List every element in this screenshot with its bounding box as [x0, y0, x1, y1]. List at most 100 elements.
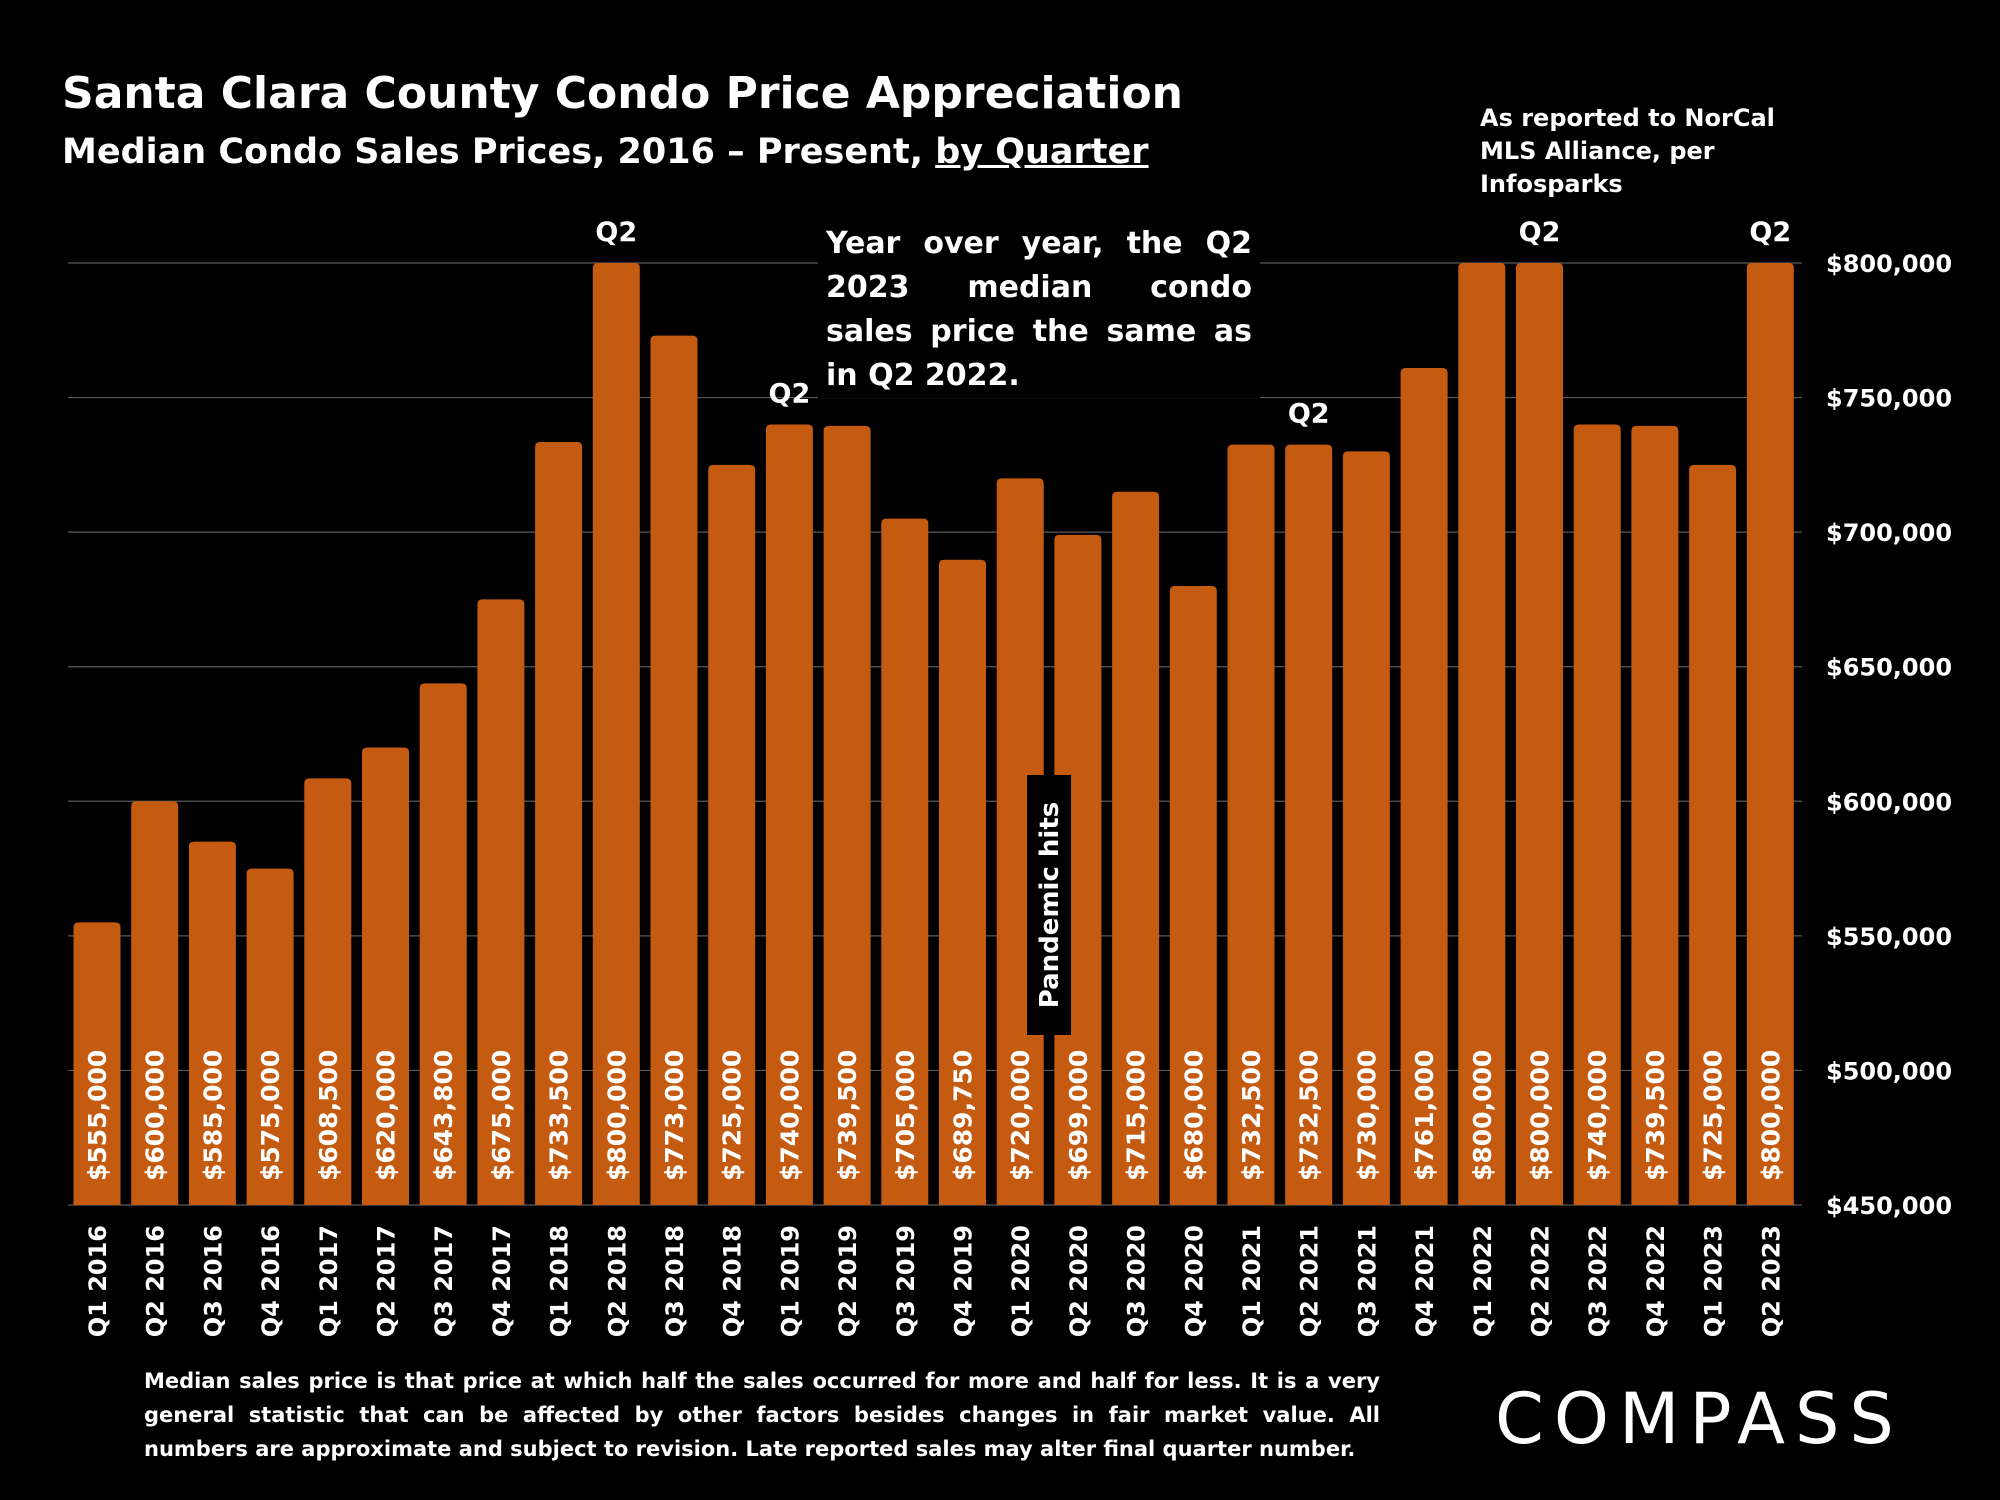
bar [1631, 425, 1679, 1205]
x-tick-label: Q1 2016 [84, 1225, 112, 1337]
bar-value-label: $715,000 [1122, 1050, 1151, 1181]
x-tick-label: Q3 2019 [892, 1225, 920, 1337]
bar [1689, 464, 1737, 1205]
bar [477, 599, 525, 1205]
x-tick-label: Q1 2020 [1007, 1225, 1035, 1337]
y-tick-label: $450,000 [1826, 1192, 1952, 1220]
y-tick-label: $550,000 [1826, 923, 1952, 951]
q2-marker: Q2 [1288, 399, 1330, 430]
bar-value-label: $733,500 [545, 1050, 574, 1181]
bar-value-label: $720,000 [1006, 1050, 1035, 1181]
bar-value-label: $725,000 [718, 1050, 747, 1181]
x-tick-label: Q2 2020 [1065, 1225, 1093, 1337]
subtitle-text: Median Condo Sales Prices, 2016 – Presen… [62, 132, 936, 172]
bar-value-label: $800,000 [602, 1050, 631, 1181]
bar-value-label: $773,000 [660, 1050, 689, 1181]
x-tick-label: Q2 2018 [603, 1225, 631, 1337]
bar [1458, 263, 1506, 1205]
y-tick-label: $700,000 [1826, 519, 1952, 547]
x-tick-label: Q4 2020 [1180, 1225, 1208, 1337]
bar-value-label: $600,000 [141, 1050, 170, 1181]
x-tick-label: Q3 2017 [430, 1225, 458, 1337]
bar [1285, 444, 1333, 1206]
bar-value-label: $675,000 [487, 1050, 516, 1181]
x-tick-label: Q1 2017 [315, 1225, 343, 1337]
y-tick-label: $650,000 [1826, 654, 1952, 682]
x-tick-label: Q3 2016 [199, 1225, 227, 1337]
bar-value-label: $699,000 [1064, 1050, 1093, 1181]
y-tick-label: $500,000 [1826, 1057, 1952, 1085]
footnote: Median sales price is that price at whic… [144, 1369, 1380, 1461]
q2-marker: Q2 [1519, 217, 1561, 248]
bar-value-label: $761,000 [1410, 1050, 1439, 1181]
bar [1342, 451, 1390, 1205]
x-tick-label: Q1 2022 [1469, 1225, 1497, 1337]
bar-value-label: $689,750 [949, 1050, 978, 1181]
bar-value-label: $800,000 [1526, 1050, 1555, 1181]
x-tick-label: Q2 2017 [373, 1225, 401, 1337]
bar [1112, 491, 1160, 1205]
bar-value-label: $620,000 [372, 1050, 401, 1181]
x-tick-label: Q3 2018 [661, 1225, 689, 1337]
x-tick-label: Q2 2021 [1296, 1225, 1324, 1337]
bar [1054, 534, 1102, 1205]
labels: $450,000 $500,000 $550,000 $600,000 $650,000… [83, 217, 1952, 1337]
x-tick-label: Q1 2021 [1238, 1225, 1266, 1337]
bar [881, 518, 929, 1205]
x-tick-label: Q4 2019 [950, 1225, 978, 1337]
bar [1746, 263, 1794, 1205]
x-tick-label: Q3 2022 [1584, 1225, 1612, 1337]
q2-marker: Q2 [769, 378, 811, 409]
x-tick-label: Q3 2021 [1353, 1225, 1381, 1337]
bar [765, 424, 813, 1205]
bar [650, 335, 698, 1205]
chart-subtitle: Median Condo Sales Prices, 2016 – Presen… [62, 132, 1149, 172]
x-tick-label: Q2 2022 [1527, 1225, 1555, 1337]
x-tick-label: Q4 2017 [488, 1225, 516, 1337]
x-tick-label: Q4 2016 [257, 1225, 285, 1337]
bar-value-label: $739,500 [1641, 1050, 1670, 1181]
pandemic-callout: Pandemic hits [1035, 802, 1065, 1008]
compass-logo: COMPASS [1495, 1378, 1904, 1460]
x-tick-label: Q4 2018 [719, 1225, 747, 1337]
source-note: As reported to NorCal MLS Alliance, per … [1480, 104, 1775, 198]
bar-value-label: $800,000 [1756, 1050, 1785, 1181]
bar [1169, 585, 1217, 1205]
yoy-annotation: Year over year, the Q2 2023 median condo… [818, 222, 1260, 398]
bar-chart: $450,000 $500,000 $550,000 $600,000 $650,000… [68, 217, 1952, 1337]
bar-value-label: $705,000 [891, 1050, 920, 1181]
bar [131, 801, 179, 1205]
x-tick-label: Q2 2016 [142, 1225, 170, 1337]
bars [73, 263, 1794, 1206]
bar-value-label: $643,800 [429, 1050, 458, 1181]
bar [419, 683, 467, 1205]
bar-value-label: $740,000 [775, 1050, 804, 1181]
chart-title: Santa Clara County Condo Price Appreciat… [62, 68, 1183, 119]
bar-value-label: $800,000 [1468, 1050, 1497, 1181]
bar [939, 559, 986, 1205]
pandemic-callout-bg [1027, 775, 1072, 1035]
q2-marker: Q2 [595, 217, 637, 248]
y-tick-label: $800,000 [1826, 250, 1952, 278]
bar [535, 441, 583, 1206]
y-tick-label: $600,000 [1826, 788, 1952, 816]
bar [1516, 263, 1563, 1205]
bar [1400, 367, 1448, 1206]
subtitle-underlined-text: by Quarter [935, 132, 1149, 172]
q2-marker: Q2 [1749, 217, 1791, 248]
bar-value-label: $575,000 [256, 1050, 285, 1181]
bar [1573, 424, 1621, 1205]
bar [823, 425, 871, 1205]
bar [1227, 444, 1275, 1206]
bar [246, 868, 294, 1205]
bar-value-label: $555,000 [83, 1050, 112, 1181]
bar [592, 263, 640, 1205]
bar-value-label: $732,500 [1237, 1050, 1266, 1181]
x-tick-label: Q4 2021 [1411, 1225, 1439, 1337]
bar-value-label: $732,500 [1295, 1050, 1324, 1181]
bar-value-label: $730,000 [1352, 1050, 1381, 1181]
bar [304, 778, 352, 1205]
bar [188, 841, 236, 1205]
bar-value-label: $680,000 [1179, 1050, 1208, 1181]
x-tick-label: Q4 2022 [1642, 1225, 1670, 1337]
